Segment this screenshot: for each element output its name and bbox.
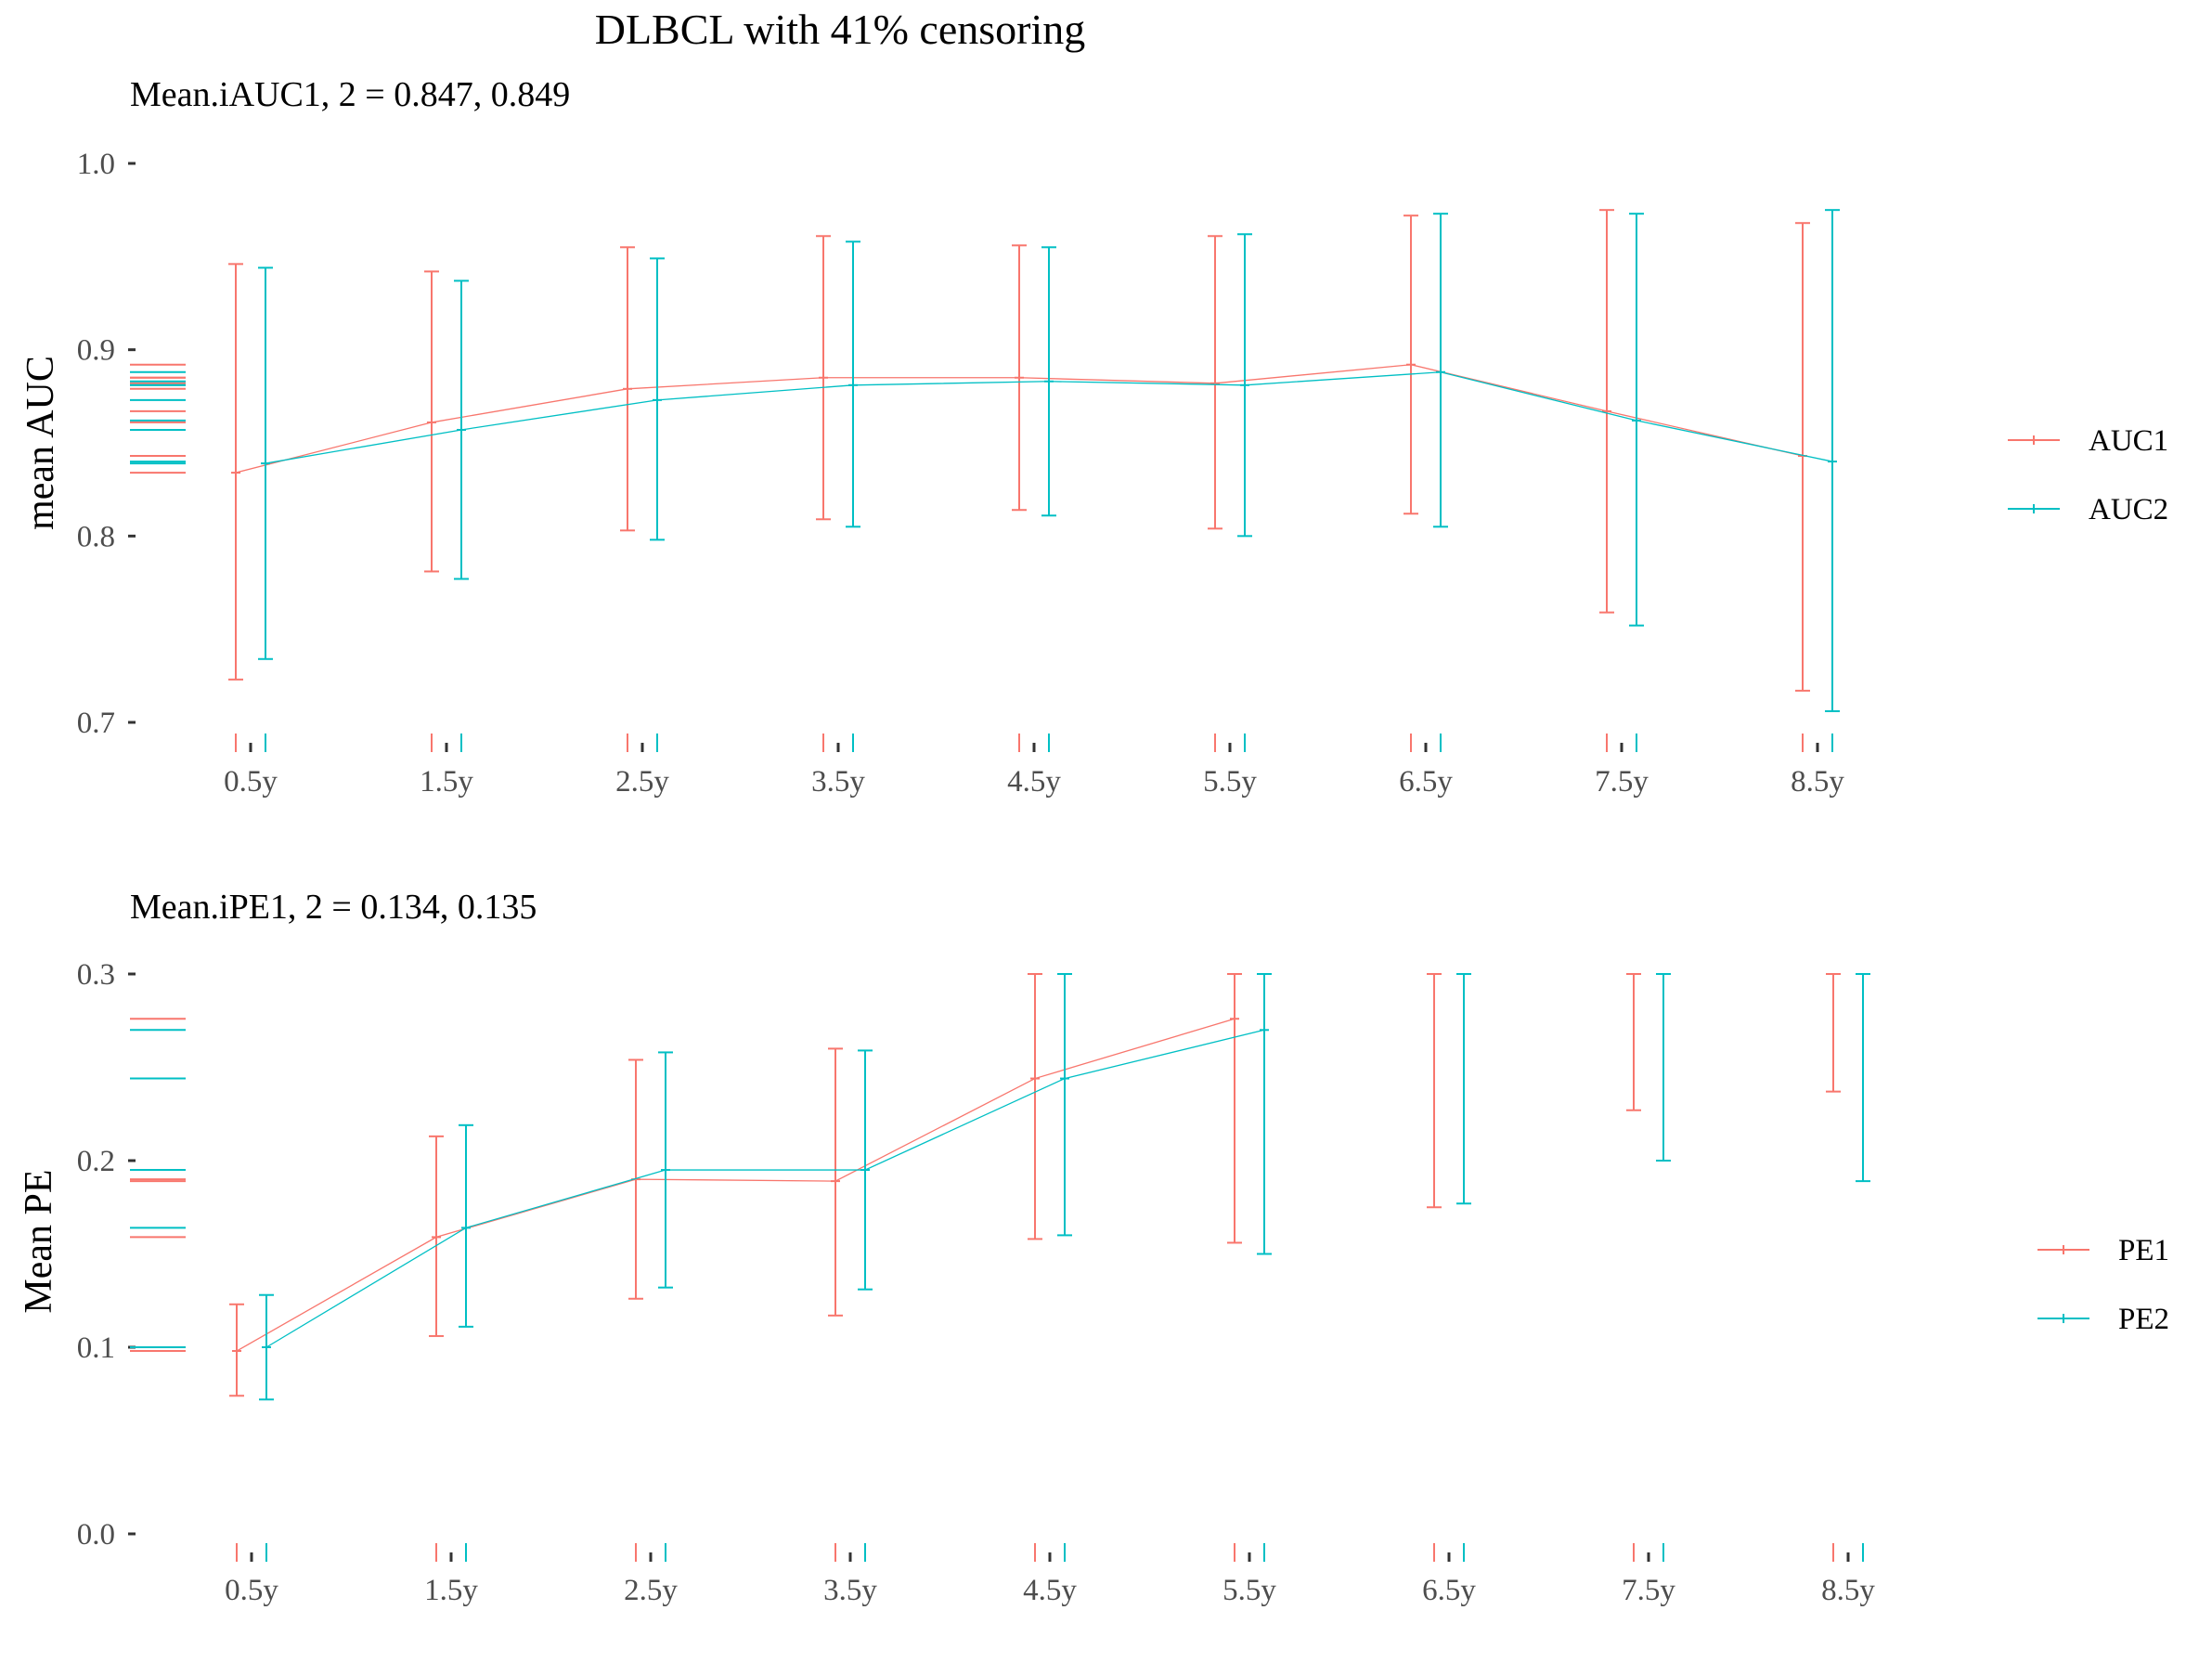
pe-subtitle: Mean.iPE1, 2 = 0.134, 0.135 — [130, 888, 537, 927]
auc-point-auc1 — [1210, 378, 1220, 388]
pe-point-pe2 — [461, 1223, 471, 1233]
auc-x-tick-label: 7.5y — [1595, 765, 1649, 799]
auc-x-tick-label: 1.5y — [420, 765, 473, 799]
pe-x-tick-label: 0.5y — [225, 1574, 278, 1607]
auc-x-tick-label: 3.5y — [811, 765, 865, 799]
auc-point-auc1 — [819, 372, 828, 383]
pe-errorbar-pe1 — [1028, 973, 1042, 1240]
pe-series-line-pe1 — [236, 1018, 1235, 1352]
pe-point-pe1 — [432, 1232, 441, 1242]
pe-y-tick-label: 0.0 — [77, 1518, 115, 1552]
pe-legend-key-pe2 — [2037, 1314, 2089, 1323]
pe-point-pe1 — [232, 1346, 241, 1357]
auc-point-auc1 — [231, 468, 240, 478]
pe-legend-label-pe1: PE1 — [2118, 1234, 2169, 1267]
auc-point-auc2 — [1632, 415, 1641, 425]
auc-y-axis-label: mean AUC — [19, 356, 62, 530]
auc-point-auc1 — [1602, 406, 1611, 416]
pe-point-pe2 — [1260, 1025, 1269, 1035]
pe-errorbar-pe2 — [1856, 973, 1870, 1183]
auc-point-auc1 — [623, 383, 632, 394]
pe-x-rug — [236, 1543, 1864, 1562]
pe-x-tick-label: 6.5y — [1422, 1574, 1476, 1607]
pe-plot — [229, 973, 1870, 1401]
pe-errorbar-pe1 — [1626, 973, 1641, 1111]
auc-plot — [228, 209, 1840, 712]
auc-y-tick-label: 0.8 — [77, 520, 115, 553]
pe-x-tick-label: 7.5y — [1622, 1574, 1675, 1607]
pe-x-tick-label: 3.5y — [823, 1574, 877, 1607]
pe-x-tick-label: 1.5y — [424, 1574, 478, 1607]
auc-point-auc1 — [427, 417, 436, 427]
auc-legend-key-auc1 — [2008, 435, 2060, 445]
pe-point-pe1 — [1030, 1073, 1040, 1084]
auc-y-ticks: 0.7 0.8 0.9 1.0 — [77, 148, 136, 740]
pe-legend-label-pe2: PE2 — [2118, 1303, 2169, 1336]
auc-x-rug — [235, 734, 1833, 752]
auc-x-tick-label: 6.5y — [1399, 765, 1453, 799]
pe-x-tick-label: 4.5y — [1023, 1574, 1077, 1607]
auc-x-ticks: 0.5y 1.5y 2.5y 3.5y 4.5y 5.5y 6.5y 7.5y 8.5y — [224, 743, 1844, 799]
auc-point-auc1 — [1406, 359, 1416, 370]
chart-title: DLBCL with 41% censoring — [595, 6, 1086, 53]
auc-point-auc2 — [653, 395, 662, 405]
pe-errorbar-pe2 — [1456, 973, 1471, 1205]
auc-point-auc2 — [457, 424, 466, 435]
pe-y-rug — [130, 1018, 186, 1353]
auc-point-auc2 — [848, 380, 858, 390]
pe-legend-key-pe1 — [2037, 1245, 2089, 1254]
auc-legend-key-auc2 — [2008, 504, 2060, 513]
pe-point-pe1 — [1230, 1014, 1239, 1024]
auc-y-tick-label: 1.0 — [77, 148, 115, 181]
auc-x-tick-label: 4.5y — [1007, 765, 1061, 799]
pe-point-pe2 — [661, 1165, 670, 1175]
pe-panel: Mean.iPE1, 2 = 0.134, 0.135 Mean PE 0.00… — [18, 888, 2169, 1607]
auc-point-auc2 — [1828, 457, 1837, 467]
pe-y-axis-label: Mean PE — [18, 1169, 60, 1313]
pe-errorbar-pe1 — [1826, 973, 1841, 1093]
pe-point-pe2 — [860, 1165, 870, 1175]
auc-panel: Mean.iAUC1, 2 = 0.847, 0.849 mean AUC 0.… — [19, 75, 2168, 799]
pe-point-pe1 — [831, 1176, 840, 1187]
auc-legend-label-auc2: AUC2 — [2089, 493, 2168, 526]
pe-x-tick-label: 5.5y — [1222, 1574, 1276, 1607]
pe-y-ticks: 0.0 0.1 0.2 0.3 — [77, 958, 136, 1552]
pe-errorbar-pe2 — [1656, 973, 1671, 1162]
auc-y-rug — [130, 363, 186, 474]
auc-subtitle: Mean.iAUC1, 2 = 0.847, 0.849 — [130, 75, 570, 114]
pe-point-pe2 — [262, 1343, 271, 1352]
pe-point-pe2 — [1060, 1073, 1069, 1084]
pe-errorbar-pe2 — [1057, 973, 1072, 1237]
pe-y-tick-label: 0.1 — [77, 1331, 115, 1365]
auc-point-auc2 — [1240, 380, 1249, 390]
pe-x-tick-label: 2.5y — [624, 1574, 678, 1607]
auc-legend: AUC1 AUC2 — [2008, 424, 2168, 526]
auc-x-tick-label: 2.5y — [615, 765, 669, 799]
auc-point-auc2 — [1436, 367, 1445, 377]
auc-x-tick-label: 5.5y — [1203, 765, 1257, 799]
pe-x-ticks: 0.5y 1.5y 2.5y 3.5y 4.5y 5.5y 6.5y 7.5y 8.5y — [225, 1552, 1875, 1607]
auc-point-auc2 — [261, 459, 270, 469]
pe-y-tick-label: 0.3 — [77, 958, 115, 992]
auc-legend-label-auc1: AUC1 — [2089, 424, 2168, 458]
auc-point-auc1 — [1015, 372, 1024, 383]
pe-x-tick-label: 8.5y — [1821, 1574, 1875, 1607]
pe-errorbar-pe1 — [1427, 973, 1442, 1209]
auc-y-tick-label: 0.9 — [77, 334, 115, 368]
pe-series-line-pe2 — [265, 1029, 1265, 1348]
auc-x-tick-label: 8.5y — [1791, 765, 1844, 799]
auc-x-tick-label: 0.5y — [224, 765, 278, 799]
pe-errorbar-pe2 — [1257, 973, 1272, 1255]
auc-point-auc2 — [1044, 376, 1054, 386]
pe-legend: PE1 PE2 — [2037, 1234, 2169, 1336]
pe-y-tick-label: 0.2 — [77, 1145, 115, 1178]
auc-y-tick-label: 0.7 — [77, 707, 115, 740]
